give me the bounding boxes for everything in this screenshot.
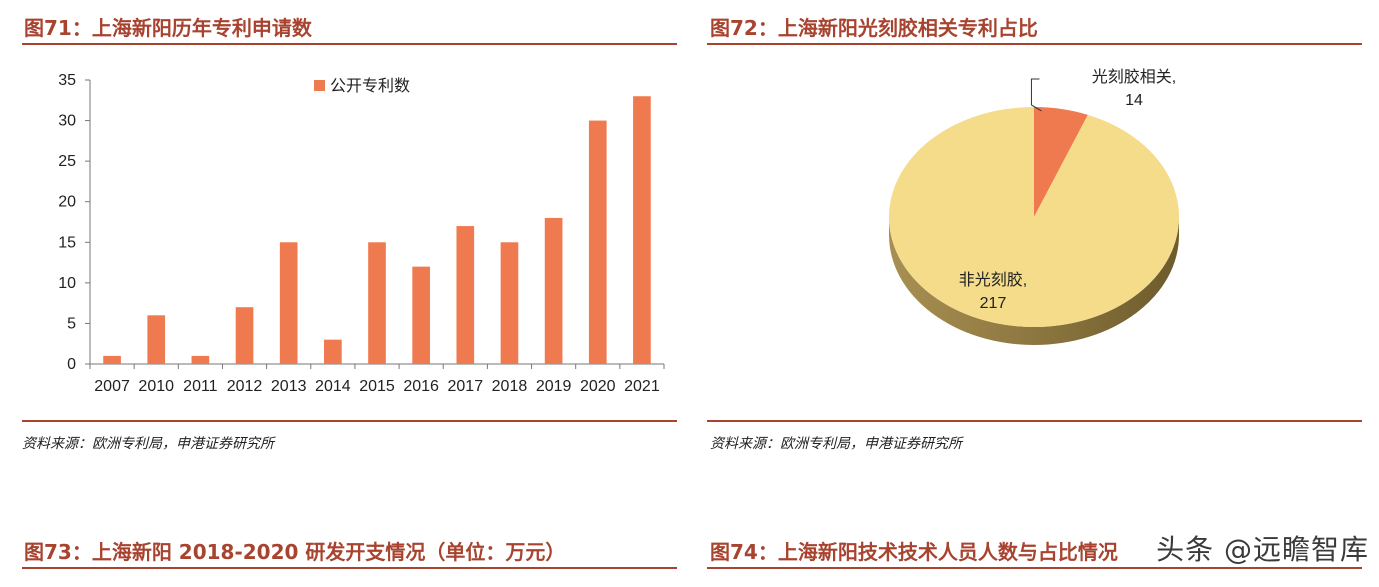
pie-side [889,217,1179,345]
pie-leader-line [1030,78,1042,112]
bar-axes: 0 5 10 15 20 25 30 35 2007 2010 2011 2012 2013 2014 20… [58,72,665,395]
fig74-title-rule [707,567,1362,569]
y-tick-label: 15 [58,234,76,251]
legend-label: 公开专利数 [330,77,410,95]
bar-2018 [500,242,519,364]
y-tick-label: 20 [58,194,76,211]
bar-2014 [324,339,342,364]
fig72-title: 图72：上海新阳光刻胶相关专利占比 [710,16,1038,40]
fig71-title: 图71：上海新阳历年专利申请数 [24,16,312,40]
x-tick-label: 2016 [403,378,439,395]
pie-label-1: 非光刻胶, [959,271,1027,289]
fig72-title-rule [707,43,1362,45]
x-tick-label: 2014 [315,378,351,395]
bar-2012 [235,307,254,364]
x-tick-label: 2021 [624,378,660,395]
x-tick-label: 2012 [227,378,263,395]
pie-value-1: 217 [980,295,1007,312]
legend-swatch [314,80,325,91]
bar-2019 [544,217,563,364]
x-tick-label: 2007 [94,378,130,395]
pie-value-0: 14 [1125,92,1143,109]
watermark: 头条 @远瞻智库 [1156,533,1369,566]
bar-2010 [147,315,166,364]
x-tick-label: 2018 [492,378,528,395]
fig73-title-rule [22,567,677,569]
bar-2007 [103,355,121,364]
bar-2013 [279,242,298,364]
bar-2017 [456,226,475,364]
pie-chart: 光刻胶相关, 14 非光刻胶, 217 [889,68,1179,345]
bar-chart: 0 5 10 15 20 25 30 35 2007 2010 2011 2012 2013 2014 20… [58,72,665,395]
x-tick-label: 2013 [271,378,307,395]
y-tick-label: 5 [67,315,76,332]
x-tick-label: 2015 [359,378,395,395]
y-tick-label: 10 [58,275,76,292]
bar-series [103,96,651,364]
pie-label-0: 光刻胶相关, [1092,68,1176,86]
bar-2015 [368,242,386,364]
pie-body [889,107,1179,345]
fig71-source: 资料来源：欧洲专利局，申港证券研究所 [22,436,274,452]
fig72-bottom-rule [707,420,1362,422]
fig74-title: 图74：上海新阳技术技术人员人数与占比情况 [710,540,1118,564]
y-tick-label: 25 [58,153,76,170]
y-tick-label: 0 [67,356,76,373]
x-tick-label: 2017 [448,378,484,395]
bar-legend: 公开专利数 [314,77,410,95]
pie-slice-0 [1034,107,1088,217]
y-tick-label: 30 [58,113,76,130]
x-tick-label: 2011 [183,378,218,395]
x-tick-label: 2010 [138,378,174,395]
y-tick-label: 35 [58,72,76,89]
fig73-title: 图73：上海新阳 2018-2020 研发开支情况（单位：万元） [24,540,566,564]
bar-2020 [588,120,607,364]
x-tick-label: 2020 [580,378,616,395]
bar-2011 [191,355,210,364]
bar-2016 [412,266,430,364]
fig72-source: 资料来源：欧洲专利局，申港证券研究所 [710,436,962,452]
fig71-title-rule [22,43,677,45]
pie-labels: 光刻胶相关, 14 非光刻胶, 217 [959,68,1176,312]
pie-slice-1 [889,107,1179,327]
x-tick-label: 2019 [536,378,572,395]
bar-2021 [633,96,651,364]
fig71-bottom-rule [22,420,677,422]
